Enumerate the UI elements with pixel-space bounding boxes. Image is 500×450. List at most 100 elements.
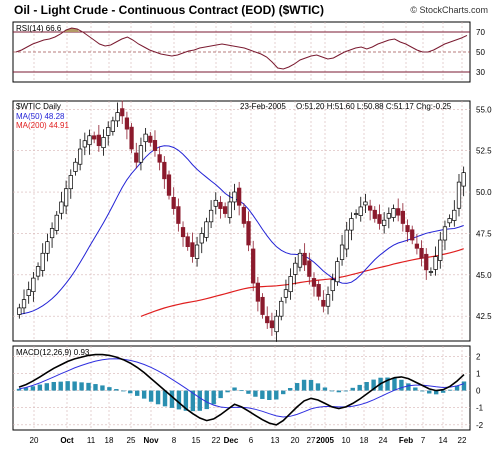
x-tick-label: Nov (143, 436, 159, 445)
candle-body (199, 233, 204, 244)
x-axis: 20 Oct 11 18 25 Nov 8 15 22 Dec 6 13 20 27 2005 10 18 24 F… (30, 436, 467, 445)
candle-body (129, 126, 134, 150)
candle-body (255, 282, 260, 302)
candle-body (223, 206, 228, 214)
macd-hist-bar (44, 383, 50, 391)
macd-hist-bar (86, 382, 91, 391)
macd-hist-bar (162, 390, 168, 407)
rsi-tick-label: 30 (476, 68, 485, 77)
candle-body (438, 239, 443, 261)
macd-hist-bar (308, 379, 314, 391)
candle-body (307, 260, 312, 277)
macd-hist-bar (23, 387, 29, 391)
macd-hist-bar (427, 390, 432, 394)
candle-body (157, 154, 162, 163)
x-tick-label: 22 (458, 436, 467, 445)
candle-body (279, 300, 284, 317)
macd-hist-bar (343, 390, 348, 392)
x-tick-label: 15 (192, 436, 201, 445)
macd-hist-bar (197, 390, 202, 411)
macd-hist-bar (260, 390, 265, 399)
candlesticks (17, 100, 466, 342)
candle-body (143, 133, 148, 143)
candle-body (166, 174, 172, 196)
candle-body (283, 289, 289, 298)
candle-body (456, 181, 462, 209)
macd-hist-bar (190, 390, 196, 412)
macd-hist-bar (301, 379, 307, 391)
candle-body (73, 161, 78, 172)
candle-body (353, 213, 359, 215)
candle-body (386, 213, 391, 219)
candle-body (21, 299, 27, 309)
x-tick-label: 8 (172, 436, 177, 445)
macd-hist-bar (93, 384, 98, 391)
x-tick-label: 20 (291, 436, 300, 445)
macd-hist-bar (322, 387, 328, 391)
price-axis-ticks: 55.0 52.5 50.0 47.5 45.0 42.5 (476, 105, 492, 321)
macd-hist-bar (406, 383, 411, 391)
chart-title: Oil - Light Crude - Continuous Contract … (14, 3, 324, 17)
candle-body (162, 161, 167, 180)
candle-body (213, 199, 218, 207)
x-tick-label: Oct (60, 436, 74, 445)
candle-body (194, 244, 200, 259)
macd-hist-bar (37, 384, 43, 391)
candle-body (246, 221, 251, 246)
candle-body (382, 219, 387, 226)
candle-body (335, 261, 340, 283)
candle-body (31, 277, 36, 293)
candle-body (96, 134, 101, 147)
macd-hist-bar (204, 390, 209, 410)
candle-body (265, 316, 270, 324)
candle-body (185, 236, 190, 248)
candle-body (204, 221, 209, 238)
candle-body (148, 135, 153, 143)
macd-hist-bar (385, 377, 390, 391)
macd-hist-bar (392, 378, 397, 391)
candle-body (321, 299, 326, 307)
candle-body (367, 205, 373, 211)
candle-body (447, 218, 452, 224)
macd-hist-bar (169, 390, 175, 408)
price-legend-date: 23-Feb-2005 (240, 102, 286, 111)
price-tick-label: 47.5 (476, 229, 492, 238)
macd-hist-bar (121, 390, 126, 392)
candle-body (110, 120, 116, 132)
candle-body (17, 307, 22, 315)
candle-body (115, 112, 120, 122)
candle-body (391, 208, 396, 218)
macd-hist-bar (176, 390, 182, 410)
rsi-panel: 70 50 30 RSI(14) 66.6 (12, 21, 485, 83)
rsi-legend: RSI(14) 66.6 (16, 24, 62, 33)
candle-body (297, 252, 303, 268)
candle-body (461, 172, 466, 187)
candle-body (358, 206, 363, 216)
candle-body (372, 209, 377, 219)
x-tick-label: 6 (249, 436, 254, 445)
macd-line (18, 353, 465, 426)
candle-body (339, 244, 345, 260)
ma200-line (140, 248, 464, 317)
macd-hist-bar (51, 382, 56, 391)
macd-hist-bar (218, 390, 223, 399)
candle-body (325, 294, 331, 307)
ma50-legend: MA(50) 48.28 (16, 112, 65, 121)
price-tick-label: 42.5 (476, 312, 492, 321)
candle-body (330, 279, 335, 292)
candle-body (232, 191, 237, 203)
candle-body (68, 175, 73, 190)
candle-body (134, 152, 139, 163)
candle-body (419, 247, 424, 259)
macd-hist-bar (155, 390, 161, 405)
candle-body (260, 296, 265, 315)
candle-body (363, 201, 368, 206)
x-tick-label: 11 (87, 436, 96, 445)
candle-body (54, 214, 59, 231)
macd-tick-label: -1 (476, 404, 484, 413)
candle-body (428, 271, 434, 273)
macd-grid (13, 346, 470, 430)
price-tick-label: 50.0 (476, 188, 492, 197)
macd-hist-bar (287, 388, 293, 391)
